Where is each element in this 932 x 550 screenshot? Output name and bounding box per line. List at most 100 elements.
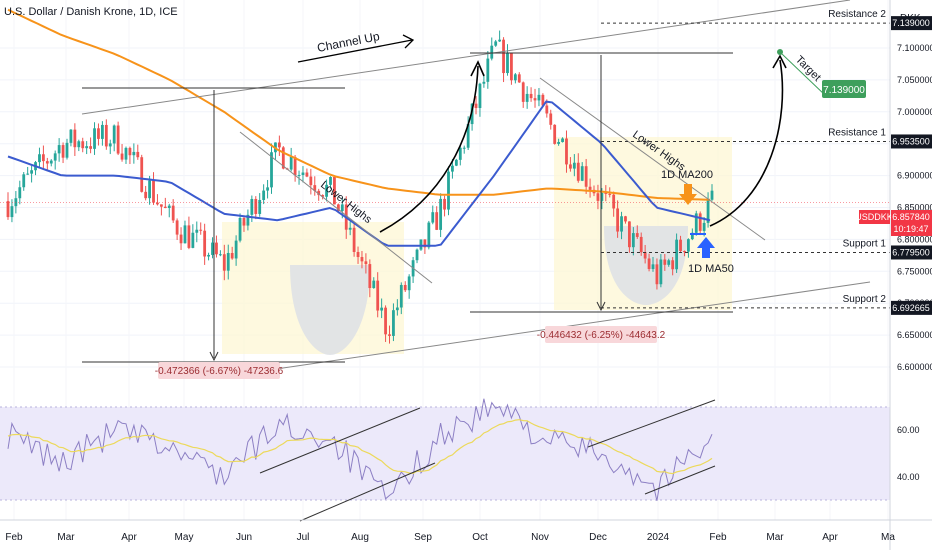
ma50-label: 1D MA50 xyxy=(688,263,734,275)
candle-body xyxy=(407,276,411,291)
candle-body xyxy=(368,264,372,289)
time-tick-label: Sep xyxy=(414,532,432,543)
rsi-channel-2b xyxy=(644,465,716,495)
range-badge-2 xyxy=(545,326,657,343)
price-tick-label: 6.650000 xyxy=(897,330,932,340)
candle-body xyxy=(474,103,478,109)
candle-body xyxy=(234,240,238,259)
candle-body xyxy=(545,105,549,114)
price-tick-label: 6.850000 xyxy=(897,203,932,213)
candle-body xyxy=(132,151,136,156)
candle-body xyxy=(301,172,305,175)
candle-body xyxy=(376,280,380,311)
candle-body xyxy=(419,239,423,250)
ticker-badge xyxy=(859,210,890,224)
candle-body xyxy=(608,193,612,195)
candle-body xyxy=(305,172,309,177)
candle-body xyxy=(588,186,592,190)
price-scale-bg[interactable] xyxy=(890,0,932,520)
candle-body xyxy=(395,307,399,311)
candle-body xyxy=(277,142,281,148)
candle-body xyxy=(549,113,553,125)
candle-body xyxy=(466,124,470,148)
candle-body xyxy=(215,242,218,255)
candle-body xyxy=(69,129,73,143)
candle-body xyxy=(620,216,623,232)
candle-body xyxy=(710,190,714,200)
candle-body xyxy=(533,98,537,101)
ma200-line xyxy=(7,8,711,201)
candle-body xyxy=(57,145,61,154)
candle-body xyxy=(266,187,269,191)
candle-body xyxy=(18,187,22,199)
candle-body xyxy=(163,206,167,209)
candle-body xyxy=(30,170,33,174)
candle-body xyxy=(616,208,620,232)
price-tick-label: 7.100000 xyxy=(897,43,932,53)
time-tick-label: Jul xyxy=(297,532,310,543)
candle-body xyxy=(435,212,439,230)
candle-body xyxy=(451,165,454,172)
candle-body xyxy=(651,264,655,269)
rsi-tick-label: 40.00 xyxy=(897,472,920,482)
time-tick-label: Mar xyxy=(766,532,784,543)
curved-arrow-1-head xyxy=(470,60,485,77)
level-badge-value: 6.953500 xyxy=(892,136,930,146)
range-badge-2-text: -0.446432 (-6.25%) -44643.2 xyxy=(537,330,666,341)
level-name: Resistance 2 xyxy=(828,9,886,20)
time-tick-label: May xyxy=(175,532,194,543)
candle-body xyxy=(494,41,498,46)
candle-body xyxy=(167,205,171,209)
candle-body xyxy=(211,242,214,255)
time-tick-label: Feb xyxy=(709,532,727,543)
candle-body xyxy=(156,202,159,205)
candle-body xyxy=(439,198,443,230)
candle-body xyxy=(104,124,108,147)
candle-body xyxy=(517,74,521,83)
level-badge xyxy=(891,16,932,31)
candle-body xyxy=(690,232,694,240)
candle-body xyxy=(222,254,226,271)
candle-body xyxy=(675,239,679,270)
candle-body xyxy=(427,222,431,248)
candle-body xyxy=(238,217,242,241)
candle-body xyxy=(423,239,427,248)
candle-body xyxy=(415,249,419,261)
candle-body xyxy=(140,157,144,192)
candle-body xyxy=(281,147,285,169)
level-name: Resistance 1 xyxy=(828,127,886,138)
candle-body xyxy=(631,233,635,248)
candle-body xyxy=(600,192,604,201)
candle-body xyxy=(289,156,293,170)
candle-body xyxy=(624,216,627,222)
candle-body xyxy=(325,184,328,197)
rsi-ma-line xyxy=(7,419,713,475)
time-tick-label: Mar xyxy=(57,532,75,543)
time-axis[interactable]: Feb Mar Apr May Jun Jul Aug Sep Oct Nov Dec 2024 Feb… xyxy=(5,532,895,543)
candle-body xyxy=(329,176,332,185)
candle-body xyxy=(706,199,710,223)
candle-body xyxy=(513,74,517,81)
candle-body xyxy=(144,191,148,199)
candle-body xyxy=(65,142,69,158)
candle-body xyxy=(148,180,151,199)
ma200-marker-arrow xyxy=(679,184,697,205)
candle-body xyxy=(584,166,588,187)
time-tick-label: Apr xyxy=(822,532,838,543)
candle-body xyxy=(49,160,53,164)
candle-body xyxy=(10,206,14,218)
candle-body xyxy=(250,198,254,215)
time-tick-label: Aug xyxy=(351,532,369,543)
candle-body xyxy=(557,142,561,144)
candle-body xyxy=(612,194,616,209)
range-badge-1-text: -0.472366 (-6.67%) -47236.6 xyxy=(155,366,284,377)
levels: Resistance 2 Resistance 1 Support 1 Support… xyxy=(0,9,890,309)
price-tick-label: 6.900000 xyxy=(897,171,932,181)
candle-body xyxy=(159,204,163,207)
candle-body xyxy=(340,204,344,211)
rsi-tick-label: 60.00 xyxy=(897,425,920,435)
target-line xyxy=(781,53,827,97)
rsi-channel-1b xyxy=(299,462,436,522)
level-badge-value: 6.779500 xyxy=(892,247,930,257)
